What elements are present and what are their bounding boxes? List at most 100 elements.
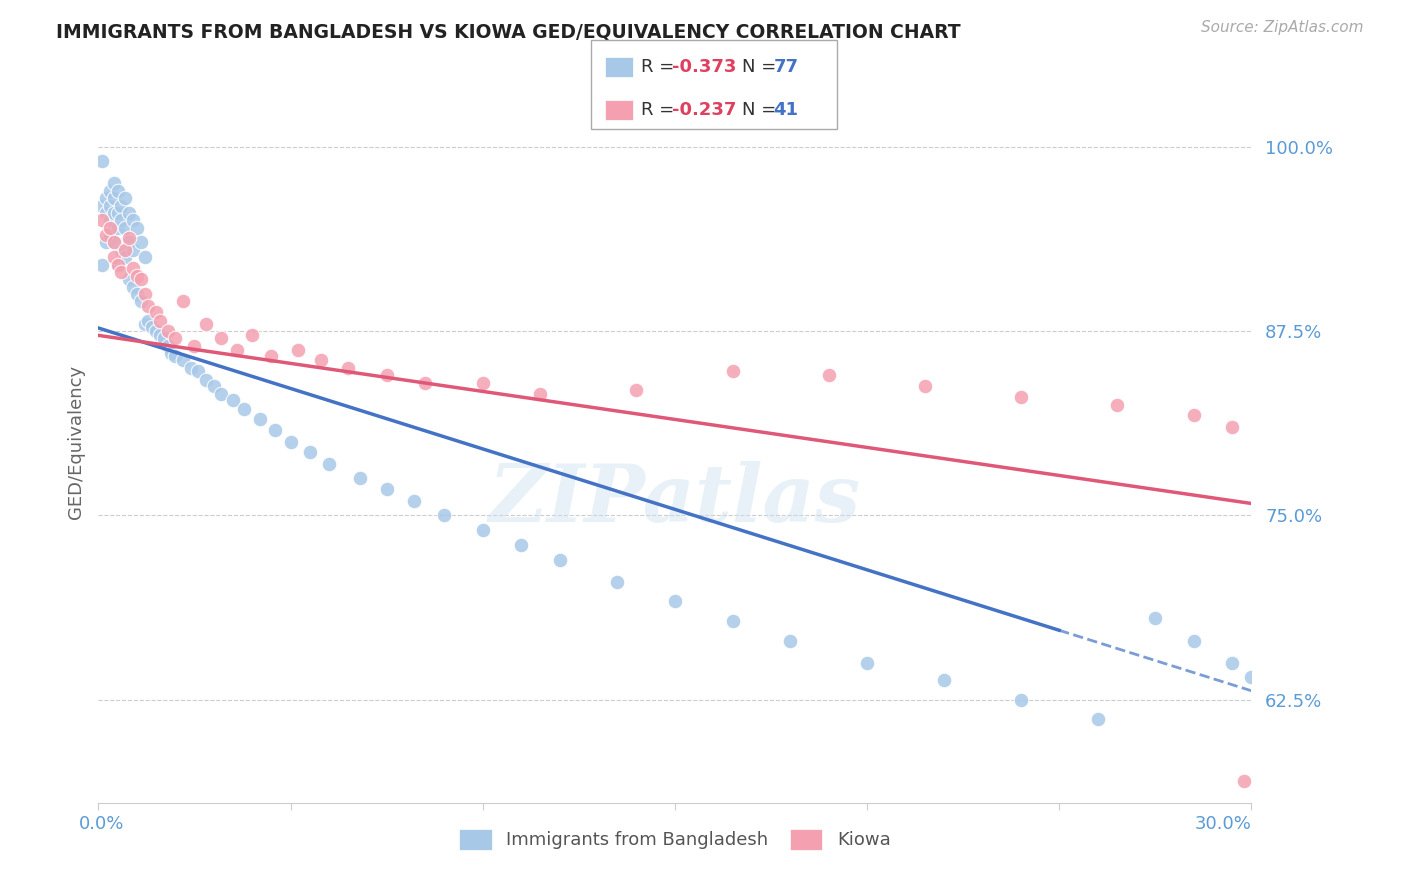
Text: -0.373: -0.373 xyxy=(672,58,737,76)
Text: 41: 41 xyxy=(773,101,799,119)
Point xyxy=(337,360,360,375)
Point xyxy=(129,294,152,309)
Point xyxy=(114,243,136,257)
Point xyxy=(103,250,125,264)
Point xyxy=(721,364,744,378)
Point xyxy=(156,339,179,353)
Point xyxy=(125,220,148,235)
Point xyxy=(249,412,271,426)
Point xyxy=(129,272,152,286)
Point xyxy=(107,220,129,235)
Point xyxy=(298,445,321,459)
Text: R =: R = xyxy=(641,101,681,119)
Point xyxy=(145,305,167,319)
Point xyxy=(98,220,121,235)
Point xyxy=(125,269,148,284)
Text: R =: R = xyxy=(641,58,681,76)
Point xyxy=(187,364,209,378)
Point xyxy=(318,457,340,471)
Point xyxy=(375,482,398,496)
Point xyxy=(721,615,744,629)
Point xyxy=(110,199,132,213)
Point xyxy=(94,235,117,250)
Point xyxy=(94,206,117,220)
Point xyxy=(103,191,125,205)
Point xyxy=(134,317,156,331)
Point xyxy=(165,349,187,363)
Point xyxy=(311,353,333,368)
Point xyxy=(172,353,194,368)
Point xyxy=(98,213,121,227)
Point xyxy=(1220,419,1243,434)
Point xyxy=(114,220,136,235)
Point xyxy=(91,258,114,272)
Point xyxy=(471,376,494,390)
Point xyxy=(413,376,436,390)
Point xyxy=(156,324,179,338)
Point xyxy=(548,552,571,566)
Point xyxy=(110,243,132,257)
Point xyxy=(1182,633,1205,648)
Point xyxy=(114,250,136,264)
Y-axis label: GED/Equivalency: GED/Equivalency xyxy=(66,365,84,518)
Point xyxy=(195,317,218,331)
Point xyxy=(1182,408,1205,422)
Point xyxy=(98,184,121,198)
Point xyxy=(264,423,287,437)
Point xyxy=(118,235,141,250)
Point xyxy=(107,184,129,198)
Point xyxy=(134,250,156,264)
Point xyxy=(510,538,533,552)
Point xyxy=(202,378,225,392)
Point xyxy=(103,206,125,220)
Point xyxy=(1144,611,1167,625)
Point xyxy=(180,360,202,375)
Point xyxy=(209,331,232,345)
Point xyxy=(779,633,801,648)
Point xyxy=(1278,688,1301,702)
Point xyxy=(375,368,398,383)
Point xyxy=(110,265,132,279)
Point xyxy=(233,402,256,417)
Point xyxy=(122,213,145,227)
Text: IMMIGRANTS FROM BANGLADESH VS KIOWA GED/EQUIVALENCY CORRELATION CHART: IMMIGRANTS FROM BANGLADESH VS KIOWA GED/… xyxy=(56,22,960,41)
Point xyxy=(125,287,148,301)
Point xyxy=(160,346,183,360)
Point xyxy=(110,213,132,227)
Point xyxy=(91,199,114,213)
Point xyxy=(94,228,117,243)
Point xyxy=(433,508,456,523)
Point xyxy=(222,393,245,408)
Point xyxy=(103,235,125,250)
Point xyxy=(914,378,936,392)
Point xyxy=(626,383,648,397)
Point xyxy=(260,349,283,363)
Point xyxy=(103,235,125,250)
Point xyxy=(134,287,156,301)
Point xyxy=(107,258,129,272)
Point xyxy=(98,199,121,213)
Point xyxy=(122,260,145,275)
Legend: Immigrants from Bangladesh, Kiowa: Immigrants from Bangladesh, Kiowa xyxy=(450,820,900,859)
Point xyxy=(1010,390,1032,404)
Point xyxy=(402,493,425,508)
Text: -0.237: -0.237 xyxy=(672,101,737,119)
Point xyxy=(225,343,247,358)
Point xyxy=(91,213,114,227)
Point xyxy=(183,339,205,353)
Text: N =: N = xyxy=(742,58,782,76)
Point xyxy=(107,206,129,220)
Point xyxy=(1220,656,1243,670)
Point xyxy=(141,319,163,334)
Point xyxy=(280,434,302,449)
Point xyxy=(471,523,494,537)
Point xyxy=(129,235,152,250)
Point xyxy=(138,299,160,313)
Point xyxy=(118,272,141,286)
Point xyxy=(1240,670,1263,684)
Point xyxy=(103,177,125,191)
Point xyxy=(606,574,628,589)
Point xyxy=(122,279,145,293)
Point xyxy=(240,328,263,343)
Point xyxy=(94,191,117,205)
